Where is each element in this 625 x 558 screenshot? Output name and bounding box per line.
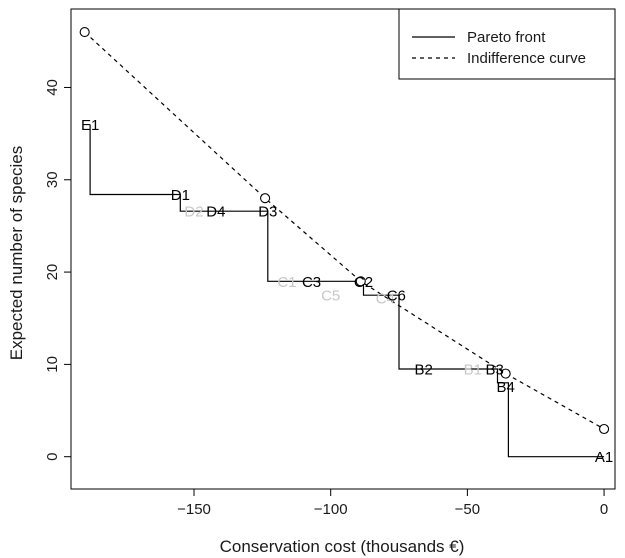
x-tick-label: −100 <box>314 501 348 518</box>
marker-layer <box>79 27 610 435</box>
y-tick-label: 20 <box>44 264 61 281</box>
x-tick-label: −50 <box>455 501 480 518</box>
point-label-c3: C3 <box>302 274 321 291</box>
y-tick-label: 10 <box>44 356 61 373</box>
axes: −150 −100 −50 0 0 10 20 30 40 <box>44 79 608 518</box>
point-label-c4: C4 <box>376 290 395 307</box>
point-label-d3: D3 <box>258 204 277 221</box>
series-layer <box>84 31 605 458</box>
legend: Pareto front Indifference curve <box>398 8 616 80</box>
curve-point-marker <box>260 193 271 204</box>
y-tick-label: 30 <box>44 171 61 188</box>
pareto-front-line <box>89 124 605 458</box>
point-label-c2: C2 <box>354 274 373 291</box>
point-label-d2: D2 <box>184 204 203 221</box>
point-label-c6: C6 <box>387 288 406 305</box>
x-tick-label: 0 <box>600 501 608 518</box>
curve-point-marker <box>355 276 366 287</box>
x-axis-title: Conservation cost (thousands €) <box>220 537 465 556</box>
legend-label-indifference: Indifference curve <box>467 50 586 67</box>
x-tick-label: −150 <box>177 501 211 518</box>
point-label-c5: C5 <box>321 288 340 305</box>
plot-area <box>70 8 616 490</box>
curve-point-marker <box>500 368 511 379</box>
point-label-b1: B1 <box>464 362 482 379</box>
legend-box <box>398 8 616 80</box>
point-label-c1: C1 <box>277 274 296 291</box>
legend-label-pareto: Pareto front <box>467 29 546 46</box>
curve-point-marker <box>79 27 90 38</box>
y-tick-label: 40 <box>44 79 61 96</box>
y-axis-title: Expected number of species <box>7 146 26 361</box>
point-label-b2: B2 <box>414 362 432 379</box>
indifference-curve-line <box>84 31 605 430</box>
point-label-e1: E1 <box>81 117 99 134</box>
point-label-b4: B4 <box>496 379 514 396</box>
point-label-b3: B3 <box>486 362 504 379</box>
plot-frame <box>70 8 616 490</box>
point-label-a1: A1 <box>595 449 613 466</box>
point-label-d4: D4 <box>206 204 225 221</box>
y-tick-label: 0 <box>44 453 61 461</box>
point-label-d1: D1 <box>171 187 190 204</box>
curve-point-marker <box>599 423 610 435</box>
